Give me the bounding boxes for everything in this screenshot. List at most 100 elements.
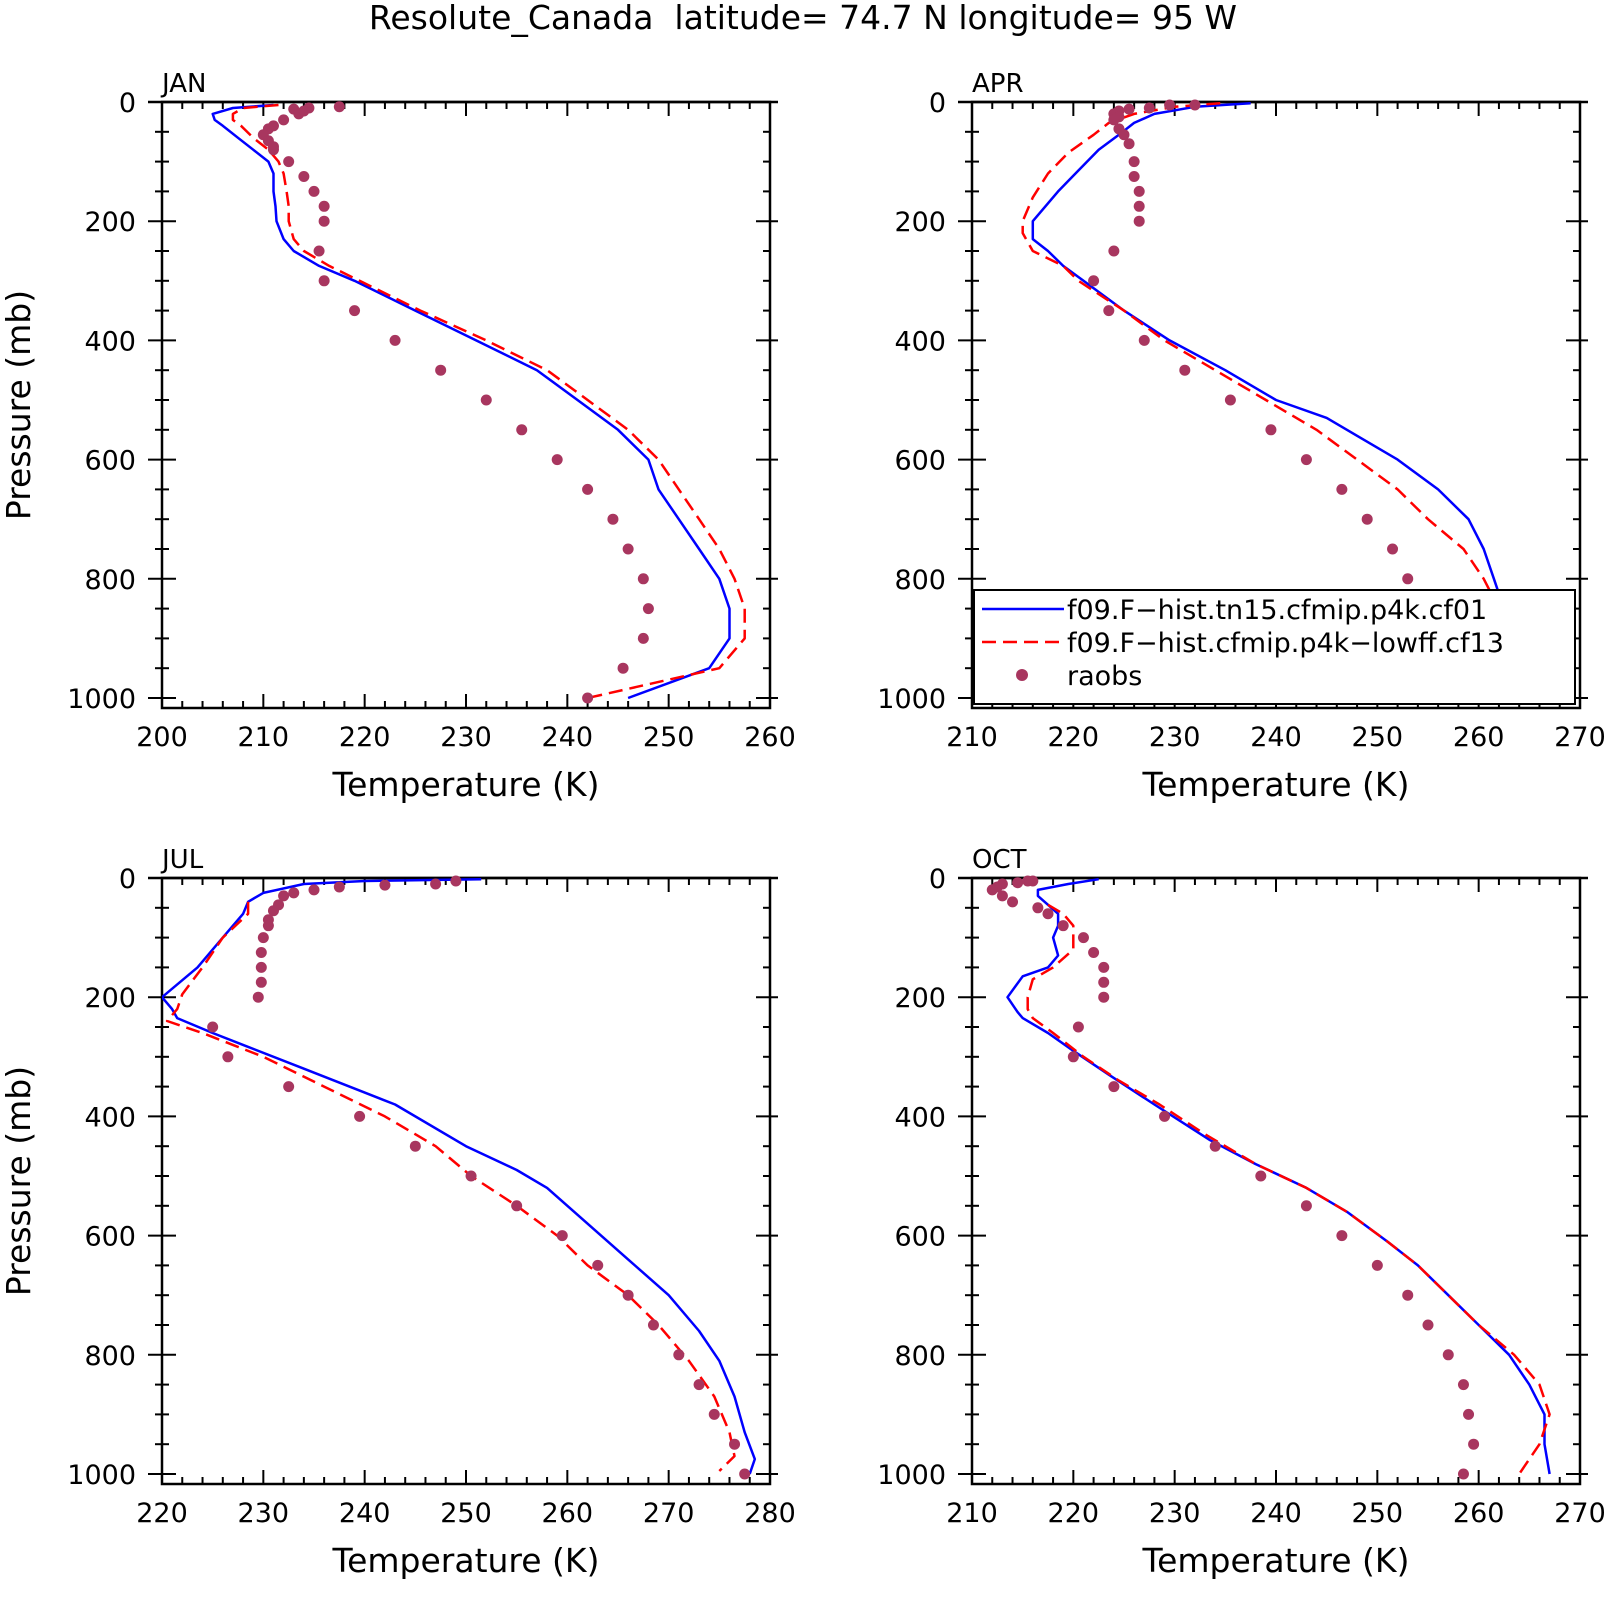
raobs-point — [1133, 185, 1145, 197]
x-tick-label: 230 — [1149, 1498, 1201, 1529]
x-tick-label: 240 — [542, 722, 594, 753]
figure-title: Resolute_Canada latitude= 74.7 N longitu… — [369, 0, 1237, 37]
raobs-point — [435, 364, 447, 376]
x-tick-label: 210 — [946, 1498, 998, 1529]
raobs-point — [308, 185, 320, 197]
legend-label: f09.F−hist.tn15.cfmip.p4k.cf01 — [1067, 595, 1487, 626]
raobs-point — [465, 1170, 477, 1182]
plot-frame — [970, 876, 1582, 1486]
raobs-point — [480, 394, 492, 406]
raobs-point — [1098, 991, 1110, 1003]
raobs-point — [592, 1259, 604, 1271]
raobs-point — [1336, 1230, 1348, 1242]
legend-box — [973, 589, 1576, 705]
raobs-point — [1088, 947, 1100, 958]
raobs-point — [1067, 1051, 1079, 1063]
raobs-point — [511, 1200, 523, 1212]
y-tick-label: 200 — [894, 983, 946, 1014]
raobs-point — [349, 305, 361, 317]
raobs-point — [1098, 976, 1110, 988]
raobs-point — [308, 884, 320, 896]
raobs-point — [298, 171, 310, 182]
x-tick-label: 270 — [643, 1498, 695, 1529]
series-line-cf01 — [211, 103, 731, 700]
y-tick-label: 1000 — [67, 1460, 136, 1491]
raobs-point — [1077, 932, 1089, 944]
panel-jan: JAN 200 210 220 230 240 250 260 0 200 400 600 800 100… — [0, 69, 796, 804]
raobs-point — [313, 245, 325, 257]
plot-frame — [160, 876, 772, 1486]
raobs-point — [318, 275, 330, 287]
raobs-point — [1138, 334, 1150, 346]
raobs-point — [1457, 1379, 1469, 1391]
raobs-point — [1072, 1021, 1084, 1033]
y-tick-label: 1000 — [877, 684, 946, 715]
x-tick-label: 250 — [1352, 1498, 1404, 1529]
raobs-point — [1224, 394, 1236, 406]
legend-label: f09.F−hist.cfmip.p4k−lowff.cf13 — [1067, 628, 1504, 659]
panel-oct: OCT 210 220 230 240 250 260 270 0 200 400 600 800 100… — [877, 845, 1605, 1580]
raobs-point — [333, 881, 345, 893]
x-axis-label: Temperature (K) — [1142, 765, 1410, 804]
raobs-point — [1402, 1289, 1414, 1301]
panels: JAN 200 210 220 230 240 250 260 0 200 400 600 800 100… — [0, 69, 1606, 1580]
raobs-point — [1123, 103, 1135, 115]
x-tick-label: 250 — [440, 1498, 492, 1529]
raobs-point — [1300, 1200, 1312, 1212]
raobs-point — [1189, 99, 1201, 111]
x-tick-label: 260 — [542, 1498, 594, 1529]
panel-label: JUL — [160, 845, 204, 875]
legend: f09.F−hist.tn15.cfmip.p4k.cf01f09.F−hist… — [973, 589, 1576, 705]
x-tick-label: 260 — [744, 722, 796, 753]
y-tick-label: 600 — [894, 446, 946, 477]
raobs-point — [255, 947, 267, 958]
x-tick-label: 250 — [1352, 722, 1404, 753]
raobs-point — [1255, 1170, 1267, 1182]
y-tick-label: 800 — [84, 565, 136, 596]
raobs-point — [1422, 1319, 1434, 1331]
raobs-point — [450, 875, 462, 887]
y-tick-label: 1000 — [67, 684, 136, 715]
y-tick-label: 800 — [894, 565, 946, 596]
raobs-point — [379, 879, 391, 891]
raobs-point — [1108, 245, 1120, 257]
y-tick-label: 0 — [929, 88, 946, 119]
raobs-point — [262, 920, 274, 932]
raobs-point — [1468, 1438, 1480, 1450]
y-tick-label: 0 — [119, 864, 136, 895]
raobs-point — [409, 1140, 421, 1152]
raobs-point — [617, 662, 629, 674]
raobs-point — [288, 887, 300, 899]
raobs-point — [1209, 1140, 1221, 1152]
raobs-point — [207, 1021, 219, 1033]
raobs-point — [607, 513, 619, 525]
y-tick-label: 0 — [119, 88, 136, 119]
y-tick-label: 200 — [84, 207, 136, 238]
x-tick-label: 240 — [1250, 1498, 1302, 1529]
y-tick-label: 400 — [84, 326, 136, 357]
raobs-point — [582, 483, 594, 495]
panel-label: OCT — [972, 845, 1027, 875]
raobs-point — [693, 1379, 705, 1391]
raobs-point — [1012, 877, 1024, 889]
raobs-point — [222, 1051, 234, 1063]
raobs-point — [1265, 424, 1277, 436]
raobs-point — [252, 991, 264, 1003]
y-tick-label: 400 — [84, 1102, 136, 1133]
y-tick-label: 0 — [929, 864, 946, 895]
panel-jul: JUL 220 230 240 250 260 270 280 0 200 400 600 800 100… — [0, 845, 796, 1580]
x-tick-label: 240 — [339, 1498, 391, 1529]
raobs-point — [1164, 99, 1176, 111]
raobs-point — [278, 114, 290, 126]
x-axis-label: Temperature (K) — [332, 765, 600, 804]
x-tick-label: 210 — [238, 722, 290, 753]
x-tick-label: 270 — [1554, 722, 1606, 753]
legend-marker — [1016, 669, 1028, 681]
y-tick-label: 1000 — [877, 1460, 946, 1491]
raobs-point — [430, 878, 442, 890]
y-tick-label: 200 — [84, 983, 136, 1014]
raobs-point — [673, 1349, 685, 1361]
raobs-point — [267, 905, 279, 917]
raobs-point — [1022, 875, 1034, 887]
